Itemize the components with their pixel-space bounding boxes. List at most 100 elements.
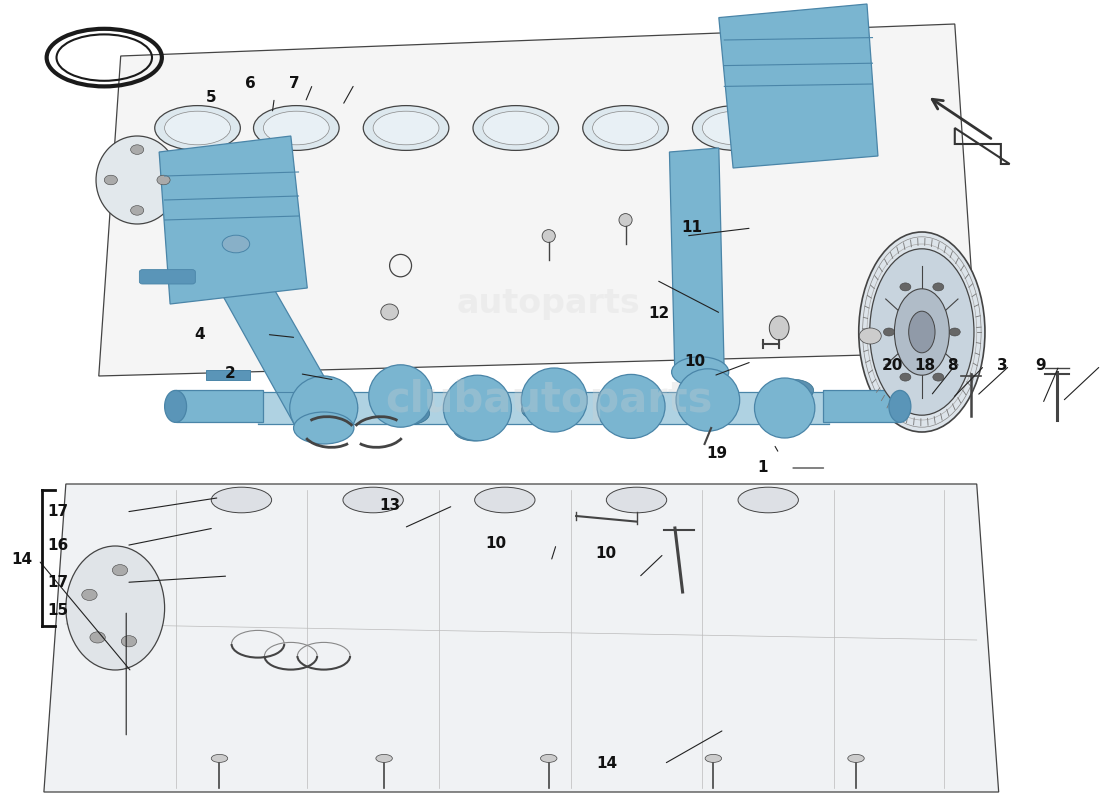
Ellipse shape bbox=[521, 398, 563, 421]
Circle shape bbox=[900, 373, 911, 381]
Ellipse shape bbox=[376, 754, 393, 762]
Ellipse shape bbox=[165, 390, 187, 422]
Ellipse shape bbox=[253, 106, 339, 150]
Text: 17: 17 bbox=[47, 505, 68, 519]
Ellipse shape bbox=[672, 357, 728, 387]
Circle shape bbox=[949, 328, 960, 336]
Polygon shape bbox=[207, 370, 250, 380]
Circle shape bbox=[933, 283, 944, 291]
Polygon shape bbox=[214, 280, 351, 428]
Polygon shape bbox=[670, 148, 724, 378]
FancyBboxPatch shape bbox=[140, 270, 196, 284]
Text: 9: 9 bbox=[1035, 358, 1046, 373]
Ellipse shape bbox=[343, 487, 404, 513]
Ellipse shape bbox=[473, 106, 559, 150]
Ellipse shape bbox=[738, 487, 799, 513]
Text: 5: 5 bbox=[206, 90, 216, 105]
Circle shape bbox=[131, 206, 144, 215]
Text: 4: 4 bbox=[195, 327, 205, 342]
Text: autoparts: autoparts bbox=[456, 287, 640, 321]
Text: 10: 10 bbox=[684, 354, 705, 369]
Ellipse shape bbox=[373, 111, 439, 145]
Text: 10: 10 bbox=[595, 546, 616, 561]
Ellipse shape bbox=[769, 316, 789, 340]
Text: 11: 11 bbox=[681, 221, 702, 235]
Polygon shape bbox=[44, 484, 999, 792]
Ellipse shape bbox=[294, 412, 354, 444]
Ellipse shape bbox=[593, 111, 659, 145]
Circle shape bbox=[900, 283, 911, 291]
Ellipse shape bbox=[619, 214, 632, 226]
Ellipse shape bbox=[263, 111, 329, 145]
Text: 14: 14 bbox=[11, 553, 33, 567]
Ellipse shape bbox=[66, 546, 165, 670]
Ellipse shape bbox=[96, 136, 178, 224]
Ellipse shape bbox=[222, 235, 250, 253]
Ellipse shape bbox=[598, 386, 640, 408]
Ellipse shape bbox=[474, 487, 535, 513]
Ellipse shape bbox=[583, 106, 669, 150]
Ellipse shape bbox=[316, 397, 358, 419]
Ellipse shape bbox=[894, 289, 949, 375]
Ellipse shape bbox=[165, 111, 231, 145]
Text: 19: 19 bbox=[706, 446, 727, 461]
Text: 3: 3 bbox=[997, 358, 1008, 373]
Circle shape bbox=[104, 175, 118, 185]
Ellipse shape bbox=[703, 111, 768, 145]
Ellipse shape bbox=[211, 754, 228, 762]
Ellipse shape bbox=[848, 754, 865, 762]
Text: 10: 10 bbox=[485, 537, 507, 551]
Ellipse shape bbox=[705, 754, 722, 762]
Ellipse shape bbox=[870, 249, 974, 415]
Ellipse shape bbox=[443, 375, 512, 441]
Circle shape bbox=[131, 145, 144, 154]
Ellipse shape bbox=[859, 232, 984, 432]
Text: 6: 6 bbox=[245, 77, 255, 91]
Text: 15: 15 bbox=[47, 603, 68, 618]
Ellipse shape bbox=[155, 106, 240, 150]
Ellipse shape bbox=[676, 369, 739, 431]
Ellipse shape bbox=[521, 368, 587, 432]
Text: 20: 20 bbox=[881, 358, 903, 373]
Polygon shape bbox=[160, 136, 307, 304]
Ellipse shape bbox=[693, 106, 778, 150]
Ellipse shape bbox=[606, 487, 667, 513]
Text: 7: 7 bbox=[289, 77, 299, 91]
Ellipse shape bbox=[909, 311, 935, 353]
Polygon shape bbox=[99, 24, 977, 376]
Polygon shape bbox=[176, 390, 263, 422]
Ellipse shape bbox=[381, 304, 398, 320]
Circle shape bbox=[90, 632, 106, 643]
Circle shape bbox=[121, 636, 136, 647]
Ellipse shape bbox=[363, 106, 449, 150]
Text: 12: 12 bbox=[648, 306, 669, 321]
Polygon shape bbox=[823, 390, 900, 422]
Ellipse shape bbox=[453, 418, 495, 441]
Ellipse shape bbox=[597, 374, 666, 438]
Ellipse shape bbox=[684, 367, 726, 390]
Text: 13: 13 bbox=[379, 498, 400, 513]
Ellipse shape bbox=[755, 378, 815, 438]
Circle shape bbox=[933, 373, 944, 381]
Ellipse shape bbox=[289, 376, 358, 440]
Ellipse shape bbox=[889, 390, 911, 422]
Text: 16: 16 bbox=[47, 538, 69, 553]
Polygon shape bbox=[718, 4, 878, 168]
Ellipse shape bbox=[483, 111, 549, 145]
Text: 1: 1 bbox=[758, 461, 768, 475]
Circle shape bbox=[157, 175, 170, 185]
Ellipse shape bbox=[540, 754, 557, 762]
Ellipse shape bbox=[542, 230, 556, 242]
Circle shape bbox=[883, 328, 894, 336]
Ellipse shape bbox=[368, 365, 432, 427]
Text: clubautoparts: clubautoparts bbox=[385, 379, 713, 421]
Circle shape bbox=[81, 590, 97, 601]
Circle shape bbox=[112, 565, 128, 576]
Text: 2: 2 bbox=[226, 366, 235, 381]
Ellipse shape bbox=[772, 379, 814, 402]
Ellipse shape bbox=[388, 402, 430, 425]
Text: 14: 14 bbox=[596, 757, 617, 771]
Circle shape bbox=[859, 328, 881, 344]
Text: 8: 8 bbox=[947, 358, 958, 373]
Ellipse shape bbox=[211, 487, 272, 513]
